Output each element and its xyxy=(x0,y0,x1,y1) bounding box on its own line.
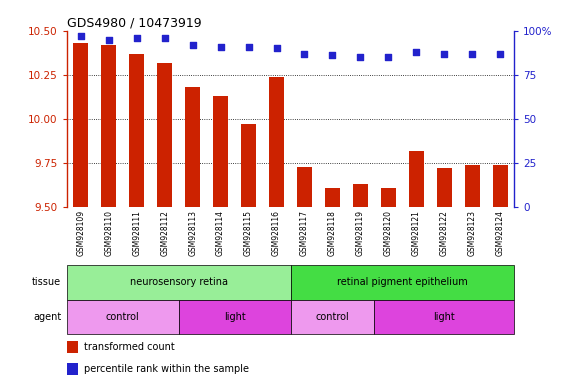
Text: tissue: tissue xyxy=(32,277,61,287)
Bar xyxy=(67,265,290,300)
Bar xyxy=(241,124,256,207)
Bar xyxy=(290,265,514,300)
Text: neurosensory retina: neurosensory retina xyxy=(130,277,228,287)
Text: GDS4980 / 10473919: GDS4980 / 10473919 xyxy=(67,17,202,30)
Point xyxy=(468,51,477,57)
Bar xyxy=(297,167,312,207)
Point xyxy=(383,54,393,60)
Point xyxy=(272,45,281,51)
Bar xyxy=(465,165,480,207)
Point xyxy=(440,51,449,57)
Point xyxy=(328,52,337,58)
Bar xyxy=(157,63,173,207)
Bar xyxy=(353,184,368,207)
Point xyxy=(160,35,169,41)
Point xyxy=(244,43,253,50)
Bar xyxy=(67,362,78,375)
Text: percentile rank within the sample: percentile rank within the sample xyxy=(84,364,249,374)
Text: transformed count: transformed count xyxy=(84,342,174,352)
Bar xyxy=(436,169,452,207)
Text: agent: agent xyxy=(33,312,61,322)
Point xyxy=(300,51,309,57)
Point xyxy=(76,33,85,39)
Bar xyxy=(269,77,284,207)
Text: light: light xyxy=(224,312,245,322)
Bar xyxy=(290,300,374,334)
Bar xyxy=(179,300,290,334)
Bar xyxy=(185,87,200,207)
Point xyxy=(188,42,198,48)
Point xyxy=(104,36,113,43)
Bar xyxy=(325,188,340,207)
Bar xyxy=(408,151,424,207)
Point xyxy=(412,49,421,55)
Point xyxy=(132,35,141,41)
Text: control: control xyxy=(315,312,349,322)
Bar xyxy=(129,54,145,207)
Text: light: light xyxy=(433,312,455,322)
Bar xyxy=(73,43,88,207)
Bar xyxy=(101,45,116,207)
Text: retinal pigment epithelium: retinal pigment epithelium xyxy=(337,277,468,287)
Point xyxy=(356,54,365,60)
Bar xyxy=(374,300,514,334)
Text: control: control xyxy=(106,312,139,322)
Bar xyxy=(213,96,228,207)
Bar xyxy=(493,165,508,207)
Bar xyxy=(67,300,179,334)
Point xyxy=(216,43,225,50)
Bar xyxy=(381,188,396,207)
Bar xyxy=(67,341,78,353)
Point xyxy=(496,51,505,57)
